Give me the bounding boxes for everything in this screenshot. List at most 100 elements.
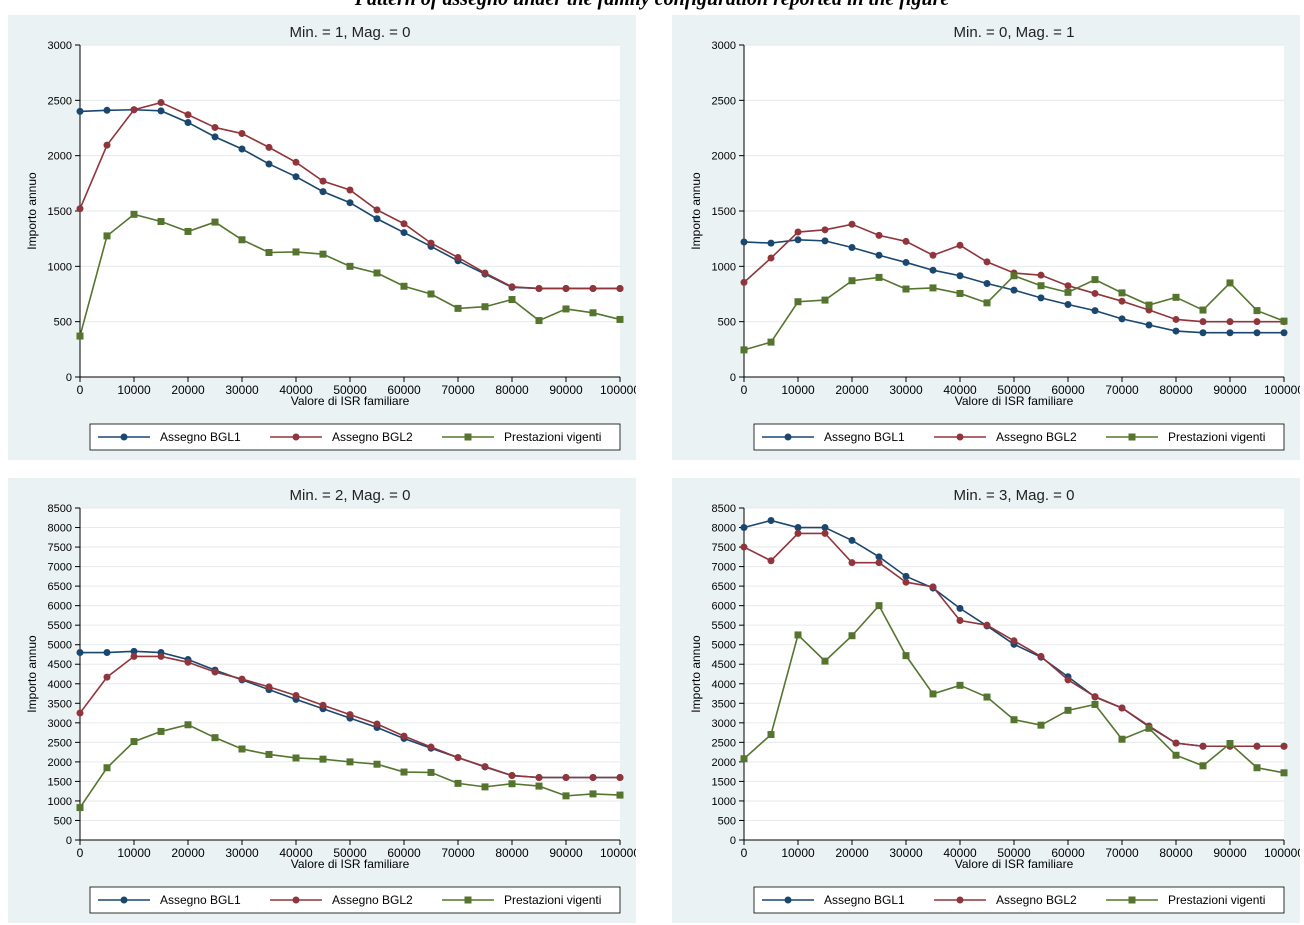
- x-tick-label: 10000: [781, 383, 815, 397]
- data-point: [265, 683, 273, 691]
- data-point: [319, 755, 327, 763]
- data-point: [1226, 279, 1234, 287]
- legend-box: [89, 423, 621, 451]
- series-2: [76, 652, 624, 782]
- data-point: [848, 559, 856, 567]
- data-point: [794, 298, 802, 306]
- data-point: [902, 258, 910, 266]
- data-point: [848, 536, 856, 544]
- y-tick-label: 2500: [48, 95, 72, 107]
- data-point: [1145, 321, 1153, 329]
- data-point: [184, 658, 192, 666]
- data-point: [589, 790, 597, 798]
- legend-swatch-marker: [292, 896, 300, 904]
- data-point: [1172, 293, 1180, 301]
- x-tick-label: 60000: [387, 846, 421, 860]
- data-point: [1172, 327, 1180, 335]
- data-point: [821, 529, 829, 537]
- data-point: [535, 782, 543, 790]
- x-tick-label: 0: [77, 383, 84, 397]
- data-point: [184, 118, 192, 126]
- data-point: [238, 236, 246, 244]
- x-tick-label: 0: [741, 383, 748, 397]
- data-point: [848, 277, 856, 285]
- data-point: [1145, 301, 1153, 309]
- y-tick-label: 1000: [48, 261, 72, 273]
- y-tick-label: 1500: [48, 776, 72, 788]
- data-point: [184, 227, 192, 235]
- series-3: [740, 602, 1288, 777]
- y-tick-label: 2500: [712, 95, 736, 107]
- x-tick-label: 40000: [943, 383, 977, 397]
- data-point: [1064, 301, 1072, 309]
- x-tick-label: 30000: [889, 383, 923, 397]
- data-point: [76, 107, 84, 115]
- x-tick-label: 20000: [171, 383, 205, 397]
- chart-panel-min3-mag0: Min. = 3, Mag. = 0 0 500 1000 1500 2000 2500 30…: [672, 478, 1300, 923]
- series-2: [76, 99, 624, 292]
- data-point: [103, 141, 111, 149]
- x-tick-label: 50000: [333, 383, 367, 397]
- data-point: [1280, 742, 1288, 750]
- legend-item-2: Assegno BGL2: [934, 893, 1077, 907]
- data-point: [1091, 276, 1099, 284]
- x-tick-label: 10000: [781, 846, 815, 860]
- y-tick-label: 7000: [712, 562, 736, 574]
- y-tick-label: 3000: [48, 40, 72, 52]
- data-point: [130, 210, 138, 218]
- legend-item-2: Assegno BGL2: [934, 430, 1077, 444]
- data-point: [1172, 315, 1180, 323]
- data-point: [1118, 297, 1126, 305]
- y-tick-label: 4500: [48, 659, 72, 671]
- data-point: [1226, 318, 1234, 326]
- data-point: [983, 693, 991, 701]
- x-tick-label: 20000: [835, 846, 869, 860]
- data-point: [1118, 735, 1126, 743]
- data-point: [902, 652, 910, 660]
- data-point: [794, 524, 802, 532]
- x-tick-label: 90000: [1213, 846, 1247, 860]
- x-tick-label: 10000: [117, 846, 151, 860]
- data-point: [794, 228, 802, 236]
- data-point: [76, 332, 84, 340]
- x-tick-label: 30000: [889, 846, 923, 860]
- data-point: [238, 145, 246, 153]
- chart-title: Min. = 2, Mag. = 0: [290, 487, 411, 504]
- y-tick-label: 2000: [712, 151, 736, 163]
- x-tick-label: 10000: [117, 383, 151, 397]
- x-tick-label: 80000: [1159, 383, 1193, 397]
- page-header-text: Pattern of assegno under the family conf…: [0, 0, 1304, 11]
- x-tick-label: 90000: [1213, 383, 1247, 397]
- y-tick-label: 500: [718, 815, 736, 827]
- data-point: [562, 305, 570, 313]
- legend-item-3: Prestazioni vigenti: [1106, 430, 1265, 444]
- data-point: [373, 269, 381, 277]
- data-point: [130, 647, 138, 655]
- data-point: [821, 226, 829, 234]
- data-point: [616, 791, 624, 799]
- y-tick-label: 7500: [712, 542, 736, 554]
- legend: Assegno BGL1 Assegno BGL2 Prestazioni vige…: [753, 886, 1285, 914]
- data-point: [767, 239, 775, 247]
- y-tick-label: 1500: [48, 206, 72, 218]
- data-point: [481, 269, 489, 277]
- x-tick-label: 50000: [333, 846, 367, 860]
- x-tick-label: 40000: [943, 846, 977, 860]
- y-tick-label: 3000: [712, 40, 736, 52]
- legend-label: Prestazioni vigenti: [504, 430, 601, 444]
- data-point: [956, 616, 964, 624]
- data-point: [767, 516, 775, 524]
- y-axis-label: Importo annuo: [689, 635, 703, 713]
- legend-label: Prestazioni vigenti: [504, 893, 601, 907]
- data-point: [76, 804, 84, 812]
- data-point: [130, 652, 138, 660]
- data-point: [103, 673, 111, 681]
- data-point: [454, 779, 462, 787]
- data-point: [875, 559, 883, 567]
- data-point: [481, 303, 489, 311]
- data-point: [1091, 307, 1099, 315]
- legend-swatch-marker: [784, 896, 792, 904]
- data-point: [103, 232, 111, 240]
- page-header: Pattern of assegno under the family conf…: [0, 0, 1304, 14]
- data-point: [157, 107, 165, 115]
